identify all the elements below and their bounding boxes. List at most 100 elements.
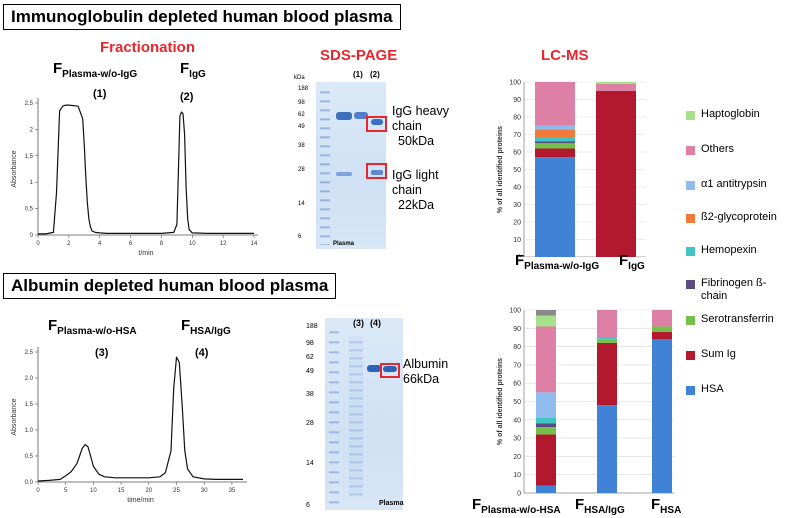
y-tick-label: 100 <box>509 80 521 87</box>
top-gel-plasma-label: Plasma <box>333 241 355 247</box>
bar-segment-serotransferrin <box>535 143 575 149</box>
top-peak1-number: (1) <box>93 88 107 100</box>
legend-label-line2: chain <box>701 290 728 302</box>
light-chain-line3: 22kDa <box>398 198 435 212</box>
fractionation-header: Fractionation <box>100 39 196 56</box>
y-tick-label: 1 <box>30 180 34 186</box>
legend-label: HSA <box>701 383 724 395</box>
legend-label: Serotransferrin <box>701 313 774 325</box>
legend-swatch <box>686 247 695 256</box>
bar-segment-fibrinogen-chain <box>536 423 556 428</box>
gel-marker-label: 6 <box>306 502 310 509</box>
gel-marker-label: 28 <box>298 167 305 173</box>
legend-swatch <box>686 214 695 223</box>
top-chromatogram: 0 0,5 1 1,5 2 2,5 0 2 4 6 8 10 12 14 Absorbance t/min <box>11 98 258 257</box>
y-tick-label: 10 <box>513 237 521 244</box>
gel-marker-label: 98 <box>306 340 314 347</box>
heavy-chain-line3: 50kDa <box>398 134 435 148</box>
top-gel-image <box>316 82 386 249</box>
top-cat1-label: FPlasma-w/o-IgG <box>515 252 600 272</box>
lane2-heavy-band <box>371 119 383 125</box>
light-chain-annotation: IgG light chain 22kDa <box>392 168 439 213</box>
light-chain-line1: IgG light <box>392 168 439 182</box>
y-tick-label: 1,5 <box>25 154 34 160</box>
y-tick-label: 50 <box>513 167 521 174</box>
bottom-gel-plasma-label: Plasma <box>379 500 404 507</box>
top-peak2-label: FIgG <box>180 60 206 80</box>
bar-segment-sum-ig <box>596 90 636 257</box>
legend-label: α1 antitrypsin <box>701 178 767 190</box>
bar-segment-hemopexin <box>536 417 556 424</box>
lane2-light-band <box>371 170 383 175</box>
bar-segment-sum-ig <box>535 148 575 158</box>
legend-swatch <box>686 181 695 190</box>
bar-segment-sum-ig <box>652 331 672 340</box>
bottom-cat2-label: FHSA/IgG <box>575 496 625 516</box>
albumin-line2: 66kDa <box>403 372 440 386</box>
legend-label: ß2-glycoprotein <box>701 211 777 223</box>
bar-segment-serotransferrin <box>536 427 556 435</box>
legend-label: Fibrinogen ß- <box>701 277 767 289</box>
y-tick-label: 2 <box>30 127 34 133</box>
x-tick-label: 6 <box>129 241 133 247</box>
top-gel-lane2: (2) <box>370 70 380 79</box>
light-chain-line2: chain <box>392 183 422 197</box>
x-tick-label: 14 <box>251 241 258 247</box>
chromatogram-curve <box>37 356 243 482</box>
albumin-line1: Albumin <box>403 357 449 371</box>
x-tick-label: 10 <box>90 488 97 494</box>
chromatogram-curve <box>38 104 254 235</box>
x-tick-label: 0 <box>36 241 40 247</box>
x-axis-label: time/min <box>127 497 154 504</box>
bottom-peak1-number: (3) <box>95 347 109 359</box>
bar-segment-haptoglobin <box>536 315 556 327</box>
y-tick-label: 80 <box>513 344 521 351</box>
bar-segment-others <box>535 82 575 126</box>
bottom-chromatogram: 0.0 0.5 1.0 1.5 2.0 2.5 0 5 10 15 20 25 30 35 Absorban… <box>11 347 247 504</box>
bar-segment-others <box>536 326 556 393</box>
legend-swatch <box>686 351 695 360</box>
heavy-chain-highlight <box>366 116 387 132</box>
top-peak2-number: (2) <box>180 91 194 103</box>
top-section-title: Immunoglobulin depleted human blood plas… <box>3 4 401 30</box>
y-tick-label: 70 <box>513 132 521 139</box>
gel-marker-label: 49 <box>298 124 305 130</box>
y-tick-label: 40 <box>513 417 521 424</box>
gel-marker-label: 62 <box>298 112 305 118</box>
bottom-gel-lane4: (4) <box>370 318 381 328</box>
legend-swatch <box>686 111 695 120</box>
bottom-ladder-lane <box>329 324 339 506</box>
y-tick-label: 1.5 <box>25 402 34 408</box>
bar-segment-hsa <box>536 485 556 493</box>
bottom-section-title: Albumin depleted human blood plasma <box>3 273 337 299</box>
top-gel-lane1: (1) <box>353 70 363 79</box>
y-tick-label: 40 <box>513 185 521 192</box>
bar-segment-others <box>596 83 636 91</box>
y-tick-label: 70 <box>513 362 521 369</box>
x-tick-label: 12 <box>220 241 227 247</box>
bar-segment-hsa <box>652 339 672 493</box>
x-tick-label: 30 <box>201 488 208 494</box>
y-tick-label: 50 <box>513 399 521 406</box>
y-tick-label: 20 <box>513 220 521 227</box>
sds-page-header: SDS-PAGE <box>320 47 398 64</box>
x-tick-label: 5 <box>64 488 68 494</box>
y-tick-label: 90 <box>513 97 521 104</box>
y-tick-label: 2.5 <box>25 350 34 356</box>
y-tick-label: 30 <box>513 436 521 443</box>
y-axis-label: Absorbance <box>11 150 18 187</box>
gel-marker-label: 38 <box>298 143 305 149</box>
y-axis-label: Absorbance <box>11 398 18 435</box>
bar-segment-hsa <box>597 405 617 493</box>
legend-label: Haptoglobin <box>701 108 760 120</box>
y-tick-label: 60 <box>513 150 521 157</box>
x-tick-label: 10 <box>189 241 196 247</box>
bar-segment-serotransferrin <box>597 339 617 343</box>
x-tick-label: 20 <box>145 488 152 494</box>
gel-marker-label: 98 <box>298 100 305 106</box>
lane1-heavy-band <box>336 112 352 120</box>
y-tick-label: 0 <box>30 233 34 239</box>
albumin-highlight <box>380 363 400 378</box>
y-tick-label: 20 <box>513 454 521 461</box>
bar-segment-hsa <box>535 157 575 257</box>
